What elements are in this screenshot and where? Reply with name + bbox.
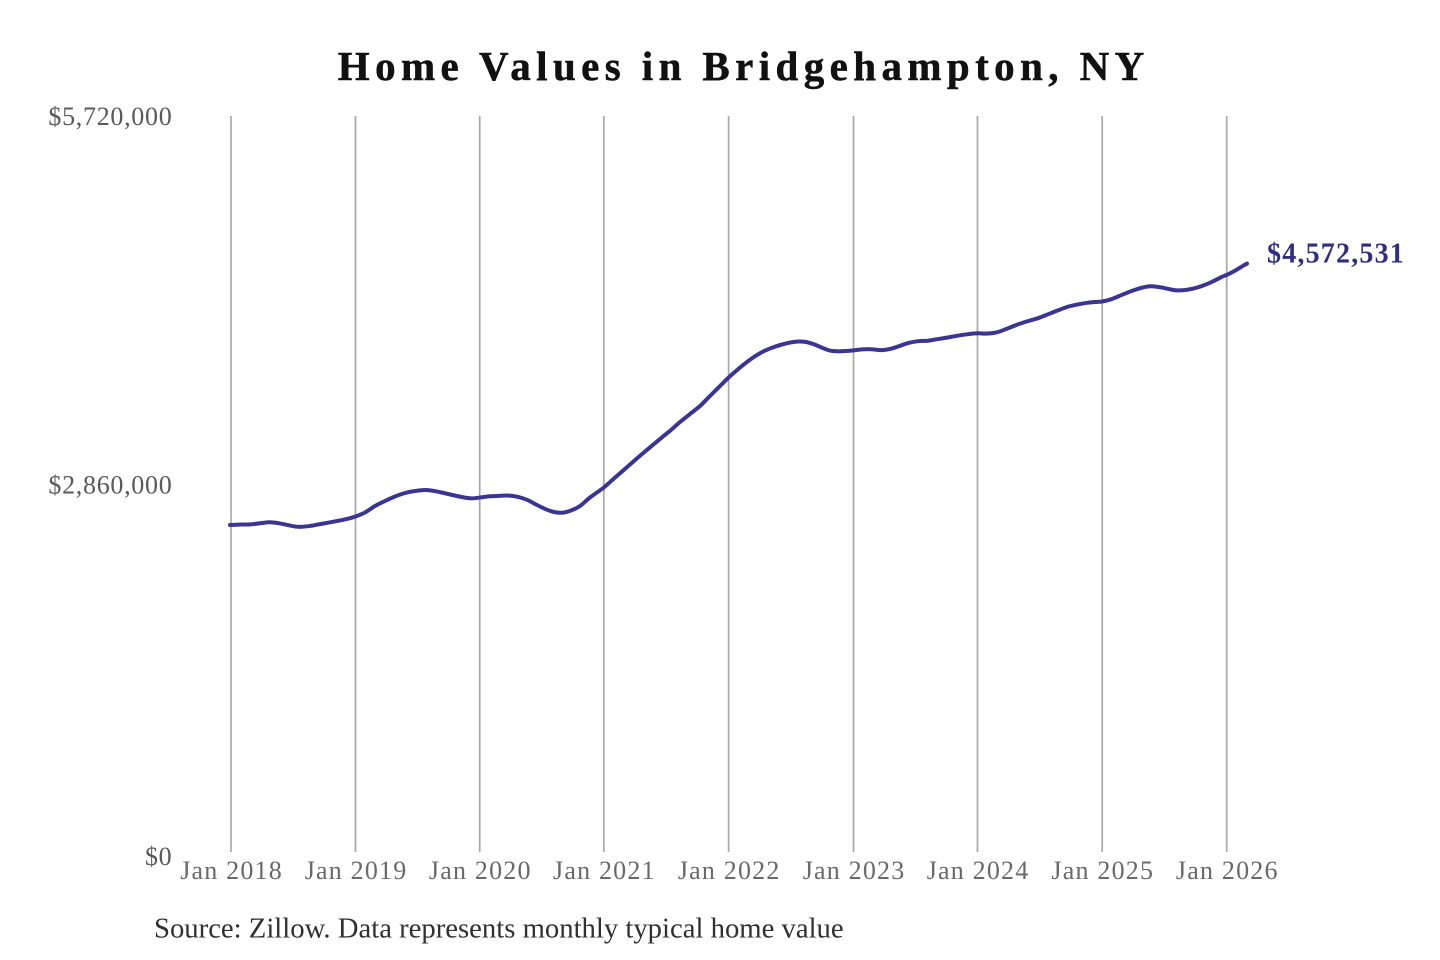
svg-text:Jan 2024: Jan 2024 — [927, 856, 1030, 885]
svg-text:Jan 2023: Jan 2023 — [803, 856, 906, 885]
svg-text:$5,720,000: $5,720,000 — [48, 102, 172, 131]
svg-text:$0: $0 — [145, 842, 172, 871]
svg-text:Jan 2022: Jan 2022 — [678, 856, 781, 885]
svg-text:Jan 2018: Jan 2018 — [180, 856, 283, 885]
svg-text:Jan 2025: Jan 2025 — [1051, 856, 1154, 885]
svg-text:Jan 2026: Jan 2026 — [1176, 856, 1279, 885]
svg-text:Source: Zillow. Data represent: Source: Zillow. Data represents monthly … — [154, 913, 844, 945]
svg-text:$4,572,531: $4,572,531 — [1267, 238, 1405, 269]
svg-text:Jan 2019: Jan 2019 — [305, 856, 408, 885]
svg-text:Jan 2021: Jan 2021 — [553, 856, 656, 885]
svg-text:Home Values in Bridgehampton,: Home Values in Bridgehampton, NY — [338, 43, 1150, 89]
svg-text:Jan 2020: Jan 2020 — [429, 856, 532, 885]
svg-text:$2,860,000: $2,860,000 — [48, 471, 172, 500]
